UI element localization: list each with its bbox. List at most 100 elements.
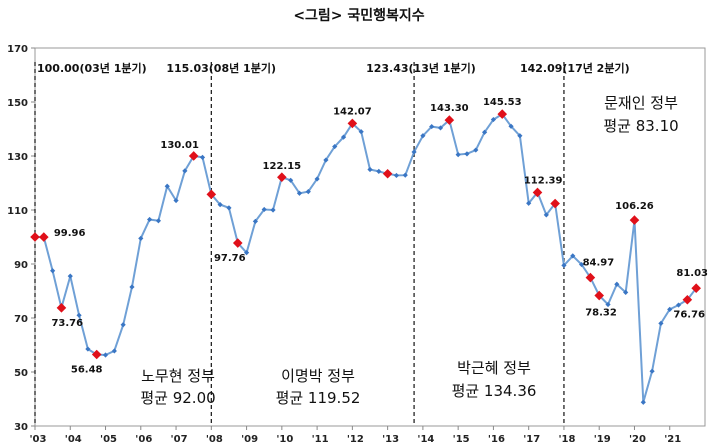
x-tick-label: '17 bbox=[523, 434, 540, 445]
data-point bbox=[340, 134, 347, 140]
data-point bbox=[111, 348, 117, 354]
data-point bbox=[67, 273, 73, 279]
data-point bbox=[76, 312, 82, 318]
data-point bbox=[173, 197, 179, 204]
highlight-marker bbox=[382, 168, 393, 179]
data-point bbox=[508, 123, 514, 129]
data-point bbox=[490, 116, 497, 123]
marker-layer bbox=[30, 109, 701, 405]
data-point bbox=[323, 157, 329, 163]
x-tick-label: '09 bbox=[241, 434, 258, 445]
data-point bbox=[102, 352, 109, 358]
value-label: 122.15 bbox=[263, 161, 302, 172]
x-tick-label: '20 bbox=[629, 434, 646, 445]
data-point bbox=[543, 212, 549, 218]
divider-layer: 100.00(03년 1분기) 115.03(08년 1분기) 123.43(13년… bbox=[34, 61, 630, 426]
y-tick-label: 70 bbox=[14, 314, 28, 325]
value-label: 130.01 bbox=[160, 140, 199, 151]
y-tick-label: 170 bbox=[7, 44, 28, 55]
data-point bbox=[561, 262, 567, 268]
y-tick-label: 90 bbox=[14, 260, 28, 271]
x-tick-label: '08 bbox=[206, 434, 223, 445]
highlight-marker bbox=[206, 189, 217, 200]
x-tick-label: '11 bbox=[312, 434, 329, 445]
data-point bbox=[217, 202, 223, 208]
value-label: 81.03 bbox=[676, 268, 708, 279]
government-average: 평균 134.36 bbox=[452, 382, 537, 400]
x-tick-label: '05 bbox=[100, 434, 117, 445]
highlight-marker bbox=[682, 294, 693, 305]
data-point bbox=[411, 149, 417, 155]
government-name: 이명박 정부 bbox=[281, 367, 355, 385]
data-point bbox=[164, 183, 170, 189]
x-tick-label: '21 bbox=[664, 434, 681, 445]
value-label: 97.76 bbox=[214, 253, 246, 264]
government-average: 평균 119.52 bbox=[276, 389, 361, 407]
data-point bbox=[526, 200, 532, 206]
data-point bbox=[464, 151, 470, 157]
y-tick-label: 50 bbox=[14, 368, 28, 379]
data-point bbox=[120, 322, 126, 328]
value-label: 73.76 bbox=[51, 318, 83, 329]
highlight-marker bbox=[497, 109, 508, 119]
value-label: 56.48 bbox=[71, 365, 103, 376]
value-label: 84.97 bbox=[583, 258, 615, 269]
highlight-marker bbox=[39, 232, 49, 242]
highlight-marker bbox=[30, 232, 40, 242]
government-name: 노무현 정부 bbox=[141, 367, 215, 385]
data-point bbox=[658, 320, 664, 326]
series-layer bbox=[34, 112, 697, 403]
value-label: 106.26 bbox=[615, 201, 654, 212]
data-point bbox=[402, 172, 408, 178]
data-point bbox=[393, 172, 400, 179]
chart-title: <그림> 국민행복지수 bbox=[293, 7, 424, 24]
data-point bbox=[649, 368, 655, 374]
data-point bbox=[675, 302, 682, 308]
government-average: 평균 83.10 bbox=[603, 117, 678, 135]
data-point bbox=[85, 346, 91, 352]
period-label: 115.03(08년 1분기) bbox=[166, 61, 276, 75]
period-label: 142.09(17년 2분기) bbox=[520, 61, 630, 75]
value-label: 78.32 bbox=[585, 308, 617, 319]
series-line bbox=[34, 112, 697, 403]
x-tick-label: '10 bbox=[276, 434, 293, 445]
data-point bbox=[129, 284, 135, 290]
data-point bbox=[623, 289, 629, 295]
highlight-marker bbox=[594, 290, 605, 301]
y-tick-label: 30 bbox=[14, 422, 28, 433]
data-point bbox=[570, 253, 576, 259]
axis-layer: 30 50 70 90 110 130 150 170 '03 '04 '05 '06 '07 '08 '0… bbox=[7, 44, 706, 445]
y-tick-label: 110 bbox=[7, 206, 28, 217]
x-tick-label: '12 bbox=[347, 434, 364, 445]
x-tick-label: '13 bbox=[382, 434, 399, 445]
data-point bbox=[640, 399, 646, 405]
value-label: 143.30 bbox=[430, 103, 469, 114]
highlight-marker bbox=[691, 283, 701, 294]
government-name: 문재인 정부 bbox=[604, 94, 678, 112]
data-point bbox=[667, 306, 673, 312]
government-average: 평균 92.00 bbox=[140, 389, 215, 407]
highlight-marker bbox=[444, 115, 455, 125]
data-point bbox=[261, 206, 267, 213]
x-tick-label: '06 bbox=[135, 434, 152, 445]
data-point bbox=[437, 125, 444, 131]
highlight-marker bbox=[532, 187, 543, 198]
highlight-marker bbox=[56, 303, 67, 313]
x-tick-label: '07 bbox=[171, 434, 188, 445]
data-point bbox=[243, 250, 250, 256]
data-point bbox=[155, 218, 162, 224]
highlight-marker bbox=[550, 198, 560, 209]
data-point bbox=[482, 129, 488, 135]
highlight-marker bbox=[232, 238, 243, 248]
data-point bbox=[226, 205, 232, 211]
data-point bbox=[367, 166, 373, 173]
highlight-marker bbox=[629, 215, 640, 225]
data-point bbox=[578, 261, 585, 268]
data-point bbox=[332, 143, 338, 150]
x-tick-label: '15 bbox=[453, 434, 470, 445]
data-point bbox=[199, 154, 206, 160]
period-label: 123.43(13년 1분기) bbox=[366, 61, 476, 75]
x-tick-label: '03 bbox=[30, 434, 47, 445]
y-tick-label: 130 bbox=[7, 152, 28, 163]
